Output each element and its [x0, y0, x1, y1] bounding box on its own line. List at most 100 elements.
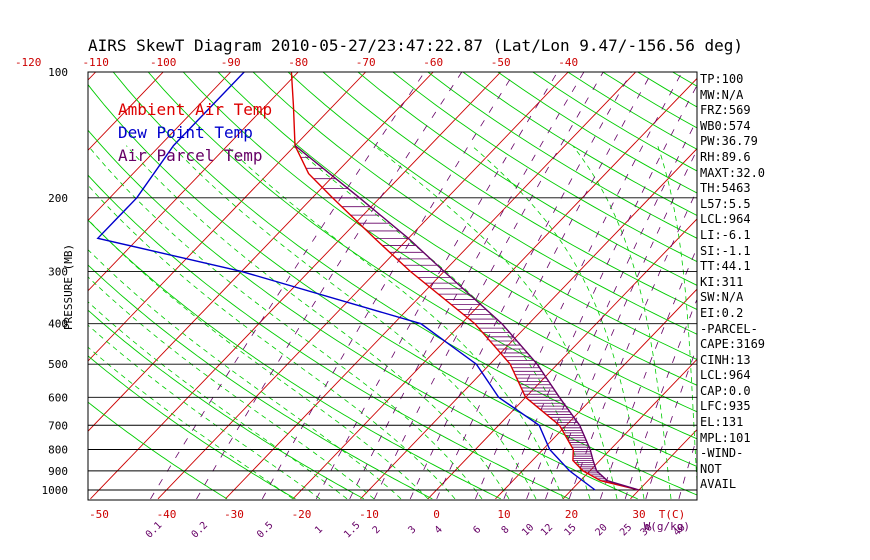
- isotherm-line: [90, 72, 502, 500]
- adiabat-line: [322, 72, 697, 311]
- top-temp-tick-label: -40: [558, 56, 578, 69]
- plot-frame: [87, 71, 698, 501]
- mixing-ratio-line: [409, 72, 632, 500]
- indices-panel: TP:100 MW:N/A FRZ:569 WB0:574 PW:36.79 RH:89.…: [700, 72, 765, 493]
- temp-tick-label: 0: [433, 508, 440, 521]
- index-line: AVAIL: [700, 477, 737, 492]
- adiabat-line: [357, 72, 697, 286]
- isotherm-line: [225, 72, 637, 500]
- pressure-tick-label: 800: [48, 443, 68, 456]
- index-line: WB0:574: [700, 118, 751, 133]
- pressure-tick-label: 300: [48, 265, 68, 278]
- legend-parcel: Air Parcel Temp: [118, 146, 263, 165]
- isotherm-line: [292, 77, 697, 500]
- index-line: EL:131: [700, 415, 744, 430]
- mixing-ratio-tick-label: 0.2: [190, 520, 211, 541]
- moist-adiabat-line: [292, 145, 591, 500]
- temp-tick-label: 30: [632, 508, 645, 521]
- index-line: NOT: [700, 461, 722, 476]
- index-line: CAP:0.0: [700, 383, 751, 398]
- index-line: SW:N/A: [700, 290, 744, 305]
- ambient-temp-line: [290, 72, 640, 491]
- mixing-ratio-tick-label: 12: [539, 522, 555, 538]
- temp-tick-label: -30: [224, 508, 244, 521]
- adiabat-line: [88, 309, 365, 500]
- adiabat-line: [497, 72, 697, 194]
- y-axis-label: PRESSURE (MB): [62, 243, 75, 330]
- isotherm-line: [88, 72, 367, 362]
- index-line: LCL:964: [700, 368, 751, 383]
- mixing-ratio-line: [475, 72, 683, 500]
- pressure-tick-label: 500: [48, 358, 68, 371]
- mixing-ratio-tick-label: 2: [371, 524, 383, 536]
- pressure-tick-label: 400: [48, 318, 68, 331]
- top-temp-tick-label: -120: [15, 56, 42, 69]
- index-line: TH:5463: [700, 181, 751, 196]
- pressure-tick-label: 700: [48, 419, 68, 432]
- index-line: SI:-1.1: [700, 243, 751, 258]
- mixing-ratio-lines: [150, 72, 697, 500]
- mixing-ratio-tick-label: 15: [562, 522, 578, 538]
- index-line: FRZ:569: [700, 103, 751, 118]
- adiabat-line: [88, 401, 228, 500]
- index-line: TP:100: [700, 72, 744, 86]
- adiabat-line: [112, 72, 697, 468]
- adiabat-line: [287, 72, 697, 335]
- temp-tick-label: -50: [89, 508, 109, 521]
- mixing-ratio-tick-label: 10: [520, 522, 536, 538]
- mixing-ratio-tick-label: 8: [500, 524, 512, 536]
- top-temp-tick-label: -60: [423, 56, 443, 69]
- isotherm-line: [88, 72, 164, 151]
- adiabat-line: [252, 72, 697, 361]
- mixing-ratio-tick-label: 0.5: [255, 520, 276, 541]
- pressure-lines: [88, 197, 697, 491]
- adiabat-line: [392, 72, 697, 263]
- mixing-ratio-line: [526, 118, 697, 500]
- mixing-ratio-line: [150, 72, 425, 500]
- isotherm-line: [157, 72, 569, 500]
- mixing-ratio-line: [196, 72, 463, 500]
- mixing-ratio-line: [568, 189, 697, 500]
- adiabat-line: [217, 72, 697, 386]
- mixing-ratio-tick-label: 3: [407, 524, 419, 536]
- adiabat-line: [88, 174, 570, 500]
- isotherm-line: [88, 72, 434, 432]
- adiabat-line: [88, 355, 296, 500]
- isotherm-line: [88, 72, 299, 292]
- index-line: LCL:964: [700, 212, 751, 227]
- index-line: EI:0.2: [700, 305, 744, 320]
- adiabat-line: [88, 83, 697, 496]
- mixing-ratio-line: [349, 72, 585, 500]
- mixing-ratio-line: [373, 72, 604, 500]
- cape-hatching: [300, 156, 627, 487]
- top-temp-tick-label: -70: [356, 56, 376, 69]
- index-line: RH:89.6: [700, 149, 751, 164]
- temp-tick-label: 10: [497, 508, 510, 521]
- chart-title: AIRS SkewT Diagram 2010-05-27/23:47:22.8…: [88, 36, 744, 55]
- mixing-ratio-tick-label: 1.5: [342, 520, 363, 541]
- mixing-ratio-line: [645, 345, 697, 500]
- index-line: CAPE:3169: [700, 337, 766, 352]
- adiabat-line: [88, 129, 638, 500]
- mixing-ratio-line: [624, 298, 697, 500]
- mixing-ratio-line: [503, 84, 697, 500]
- legend-ambient: Ambient Air Temp: [118, 100, 273, 119]
- index-line: MPL:101: [700, 430, 751, 445]
- legend-dew-point: Dew Point Temp: [118, 123, 253, 142]
- temp-tick-label: -20: [292, 508, 312, 521]
- adiabat-line: [848, 72, 870, 499]
- isotherm-line: [88, 72, 232, 222]
- mixing-ratio-tick-label: 20: [593, 522, 609, 538]
- dew-point-line: [96, 72, 596, 491]
- pressure-tick-label: 900: [48, 465, 68, 478]
- top-temp-tick-label: -110: [82, 56, 109, 69]
- adiabat-line: [88, 264, 433, 500]
- temp-axis-label: T(C): [659, 508, 686, 521]
- profile-lines: [96, 72, 640, 491]
- mixing-ratio-axis-label: W(g/kg): [644, 520, 690, 533]
- mixing-ratio-tick-label: 4: [433, 524, 445, 536]
- index-line: MAXT:32.0: [700, 165, 766, 180]
- pressure-tick-label: 200: [48, 192, 68, 205]
